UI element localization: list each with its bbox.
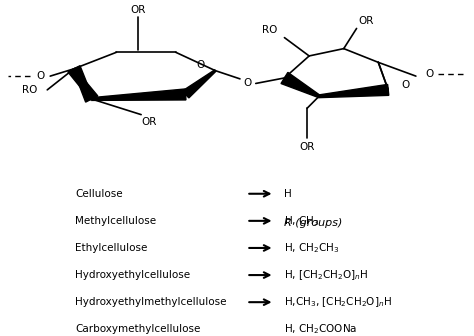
Text: Cellulose: Cellulose — [75, 189, 123, 199]
Text: OR: OR — [141, 117, 157, 127]
Text: O: O — [426, 69, 434, 79]
Polygon shape — [68, 66, 93, 100]
Text: RO: RO — [22, 85, 37, 95]
Polygon shape — [281, 72, 320, 97]
Text: O: O — [244, 78, 252, 88]
Text: H: H — [284, 189, 292, 199]
Text: Carboxymethylcellulose: Carboxymethylcellulose — [75, 324, 201, 334]
Text: O: O — [402, 80, 410, 90]
Text: Hydroxyethylcellulose: Hydroxyethylcellulose — [75, 270, 191, 280]
Text: H, CH$_3$: H, CH$_3$ — [284, 214, 319, 228]
Text: H, CH$_2$CH$_3$: H, CH$_2$CH$_3$ — [284, 241, 339, 255]
Polygon shape — [319, 84, 389, 98]
Text: H,CH$_3$, [CH$_2$CH$_2$O]$_n$H: H,CH$_3$, [CH$_2$CH$_2$O]$_n$H — [284, 295, 392, 309]
Text: H, [CH$_2$CH$_2$O]$_n$H: H, [CH$_2$CH$_2$O]$_n$H — [284, 268, 368, 282]
Text: H, CH$_2$COONa: H, CH$_2$COONa — [284, 322, 357, 336]
Polygon shape — [91, 89, 186, 100]
Text: RO: RO — [262, 25, 277, 35]
Text: Hydroxyethylmethylcellulose: Hydroxyethylmethylcellulose — [75, 297, 227, 307]
Text: Ethylcellulose: Ethylcellulose — [75, 243, 148, 253]
Text: O: O — [196, 60, 205, 70]
Text: O: O — [36, 71, 45, 81]
Polygon shape — [182, 70, 216, 98]
Polygon shape — [73, 68, 98, 102]
Text: OR: OR — [359, 16, 374, 26]
Text: Methylcellulose: Methylcellulose — [75, 216, 156, 226]
Text: OR: OR — [300, 142, 315, 152]
Text: OR: OR — [130, 5, 146, 15]
Text: R (groups): R (groups) — [284, 218, 342, 228]
